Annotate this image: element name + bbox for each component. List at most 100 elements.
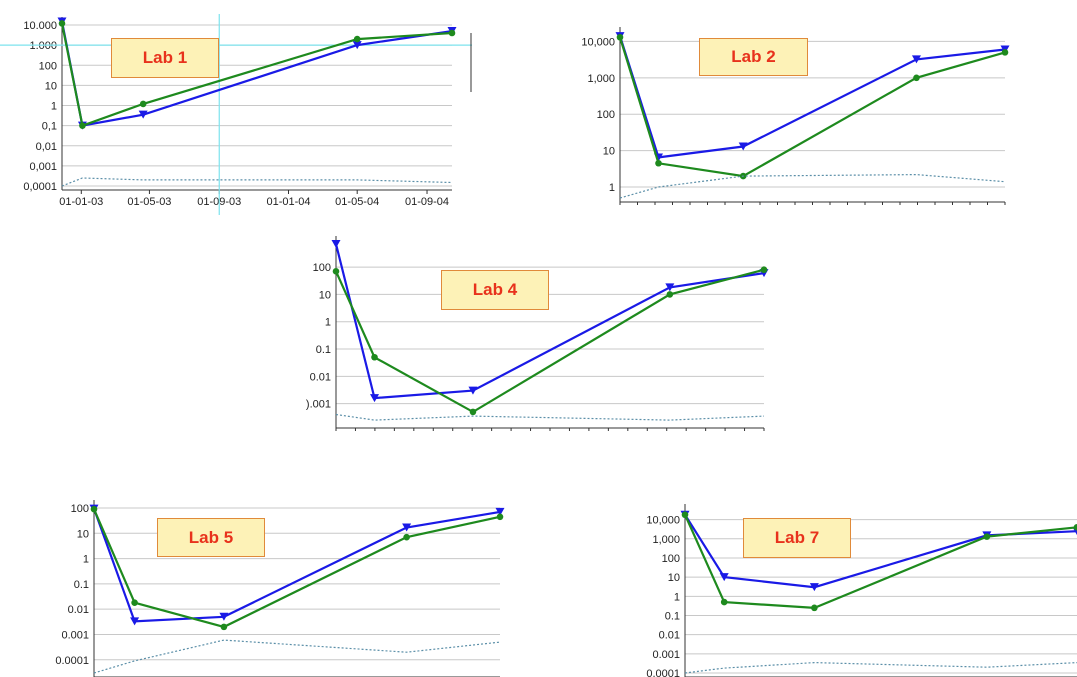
y-tick-label: 10 (45, 80, 57, 92)
data-point-green (90, 505, 98, 513)
data-point-blue (495, 507, 505, 516)
data-point-blue (911, 55, 921, 64)
data-point-green (983, 533, 991, 540)
x-tick-label: 01-05-03 (127, 196, 171, 208)
series-line-blue (618, 35, 1006, 159)
y-tick-label: 100 (662, 553, 680, 565)
y-tick-label: 0,0001 (646, 668, 680, 677)
y-tick-label: 0.1 (74, 579, 89, 591)
data-point-green (353, 35, 361, 43)
y-tick-label: 0.01 (310, 371, 331, 383)
chart-lab5-svg: 100 10 1 0.1 0.01 0.001 0.0001 (55, 500, 505, 677)
series-line-ref (61, 177, 453, 187)
chart-lab4: 100 10 1 0.1 0.01 ).001 Lab 4 (270, 230, 780, 431)
x-tick-label: 01-09-04 (405, 196, 449, 208)
y-tick-label: 1 (325, 317, 331, 329)
chart-lab4-svg: 100 10 1 0.1 0.01 ).001 (306, 236, 769, 431)
data-point-green (469, 408, 477, 416)
data-point-green (681, 511, 689, 519)
data-point-blue (370, 394, 380, 403)
data-point-green (220, 623, 228, 631)
y-tick-label: 10,000 (646, 515, 680, 527)
x-tick-label: 01-01-04 (266, 196, 310, 208)
data-point-blue (665, 283, 675, 292)
y-tick-label: 1.000 (29, 40, 57, 52)
y-tick-label: 0.01 (659, 630, 680, 642)
lab5-label: Lab 5 (157, 518, 265, 557)
data-point-green (371, 353, 378, 361)
y-tick-label: 100 (597, 109, 615, 121)
lab1-label: Lab 1 (111, 38, 219, 78)
y-tick-label: 100 (39, 60, 57, 72)
y-tick-label: 0,01 (36, 141, 57, 153)
data-point-blue (809, 583, 819, 592)
series-line-ref (619, 173, 1006, 199)
data-point-blue (402, 523, 412, 532)
data-point-blue (130, 617, 140, 626)
y-tick-label: 1,000 (652, 534, 680, 546)
y-tick-label: 1 (674, 591, 680, 603)
y-tick-label: 1 (51, 101, 57, 113)
chart-lab5: 100 10 1 0.1 0.01 0.001 0.0001 Lab 5 (0, 495, 520, 677)
y-tick-label: 1,000 (587, 73, 615, 85)
chart-lab7: 10,000 1,000 100 10 1 0.1 0.01 0.001 0,0001 Lab … (600, 495, 1077, 677)
y-tick-label: ).001 (306, 399, 331, 411)
data-point-green (720, 598, 728, 606)
lab2-label: Lab 2 (699, 38, 808, 76)
y-tick-label: 0.001 (652, 649, 680, 661)
data-point-green (139, 100, 147, 108)
data-point-green (616, 33, 624, 41)
y-tick-label: 10 (668, 572, 680, 584)
data-point-blue (219, 612, 229, 621)
data-point-green (448, 29, 456, 37)
data-point-green (403, 533, 410, 541)
data-point-green (131, 599, 138, 607)
y-tick-label: 10 (319, 289, 331, 301)
chart-lab1-svg: 10.0001.0001001010,10,010,0010,000101-01… (0, 14, 472, 215)
series-line-ref (335, 413, 765, 421)
chart-lab2-svg: 10,000 1,000 100 10 1 (581, 27, 1010, 205)
y-tick-label: 0.1 (665, 610, 680, 622)
lab7-label: Lab 7 (743, 518, 851, 558)
data-point-blue (468, 386, 478, 395)
data-point-blue (719, 573, 729, 582)
series-line-blue (92, 508, 501, 623)
data-point-blue (331, 240, 341, 248)
data-point-green (913, 74, 920, 82)
data-point-green (655, 159, 662, 167)
data-point-green (332, 268, 340, 275)
chart-lab2: 10,000 1,000 100 10 1 Lab 2 (540, 0, 1060, 210)
y-tick-label: 1 (83, 554, 89, 566)
data-point-green (79, 122, 86, 129)
series-line-ref (93, 639, 501, 674)
y-tick-label: 0.001 (61, 629, 89, 641)
y-tick-label: 1 (609, 182, 615, 194)
y-tick-label: 100 (313, 262, 331, 274)
x-tick-label: 01-01-03 (59, 196, 103, 208)
y-tick-label: 10 (77, 528, 89, 540)
data-point-green (496, 513, 504, 521)
y-tick-label: 0,001 (29, 161, 57, 173)
x-tick-label: 01-05-04 (335, 196, 379, 208)
series-line-ref (684, 661, 1077, 674)
lab4-label: Lab 4 (441, 270, 549, 310)
series-line-green (334, 268, 765, 414)
y-tick-label: 10 (603, 146, 615, 158)
data-point-blue (352, 41, 362, 50)
data-point-green (760, 266, 768, 274)
y-tick-label: 0.01 (68, 604, 89, 616)
y-tick-label: 0.0001 (55, 655, 89, 667)
data-point-blue (138, 110, 148, 119)
y-tick-label: 10,000 (581, 36, 615, 48)
y-tick-label: 0.1 (316, 344, 331, 356)
y-tick-label: 10.000 (23, 20, 57, 32)
data-point-blue (738, 142, 748, 151)
data-point-green (58, 20, 66, 27)
data-point-green (1001, 49, 1009, 56)
data-point-green (1073, 523, 1077, 531)
data-point-green (811, 604, 818, 612)
chart-lab1: 10.000 1.000 100 10 1 0,1 0,01 0,001 0,0001 01-01… (0, 0, 480, 215)
data-point-green (666, 291, 674, 298)
y-tick-label: 0,1 (42, 121, 57, 133)
y-tick-label: 0,0001 (23, 181, 57, 193)
